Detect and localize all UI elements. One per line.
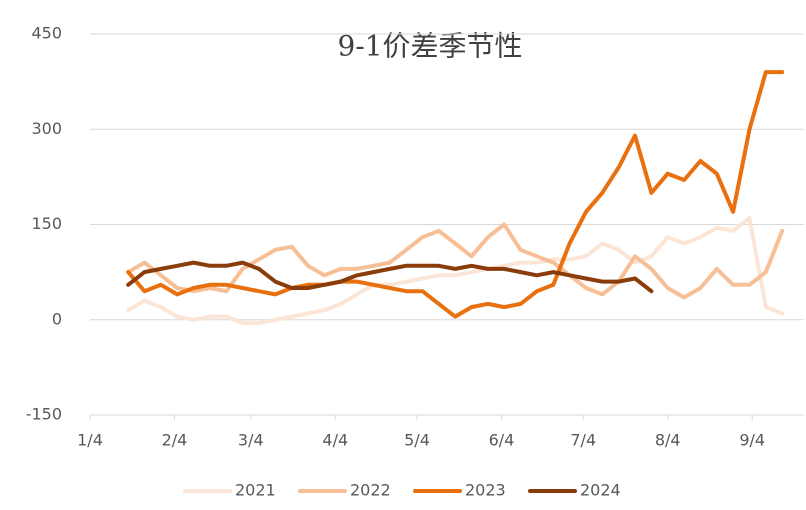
- y-tick-label: 300: [31, 119, 62, 138]
- x-tick-label: 4/4: [322, 431, 348, 450]
- x-tick-label: 1/4: [77, 431, 103, 450]
- x-tick-label: 8/4: [655, 431, 681, 450]
- x-tick-label: 5/4: [404, 431, 430, 450]
- series-line: [126, 216, 785, 325]
- series-line: [126, 222, 785, 300]
- x-tick-label: 3/4: [238, 431, 264, 450]
- series-line: [126, 70, 785, 319]
- y-tick-label: 0: [52, 309, 62, 328]
- legend-label: 2024: [580, 481, 621, 500]
- x-tick-label: 7/4: [570, 431, 596, 450]
- x-tick-label: 6/4: [489, 431, 515, 450]
- y-tick-label: -150: [26, 405, 62, 424]
- legend-label: 2023: [465, 481, 506, 500]
- x-tick-label: 9/4: [739, 431, 765, 450]
- x-tick-label: 2/4: [162, 431, 188, 450]
- y-tick-label: 150: [31, 214, 62, 233]
- legend-label: 2022: [350, 481, 391, 500]
- legend-label: 2021: [235, 481, 276, 500]
- chart-title: 9-1价差季节性: [337, 30, 522, 63]
- y-tick-label: 450: [31, 24, 62, 43]
- series-line: [126, 260, 654, 294]
